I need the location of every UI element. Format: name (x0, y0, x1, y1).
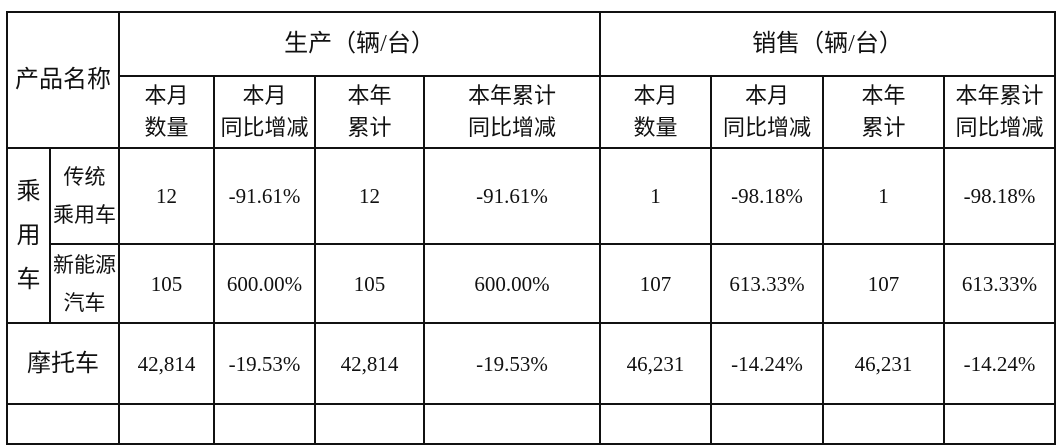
cell: 42,814 (314, 322, 425, 405)
cell (423, 403, 601, 445)
cell: -91.61% (213, 147, 316, 245)
prod-month-yoy-header: 本月 同比增减 (213, 75, 316, 149)
group-char: 用 (16, 222, 41, 249)
table-row-traditional: 乘用车 传统 乘用车 12 -91.61% 12 -91.61% 1 -98.18… (6, 147, 1056, 324)
cell: -19.53% (213, 322, 316, 405)
cell: 105 (118, 243, 215, 324)
cell: -98.18% (943, 147, 1056, 245)
cell: -19.53% (423, 322, 601, 405)
prod-year-yoy-header: 本年累计 同比增减 (423, 75, 601, 149)
header-line: 累计 (347, 115, 392, 140)
table-row-motorcycle: 摩托车 42,814 -19.53% 42,814 -19.53% 46,231… (6, 322, 1056, 405)
cell: -14.24% (710, 322, 824, 405)
sales-month-yoy-header: 本月 同比增减 (710, 75, 824, 149)
cell: 107 (599, 243, 712, 324)
table-row-cut-off (6, 403, 1056, 445)
production-sales-table: 产品名称 生产（辆/台） 销售（辆/台） 本月 数量 本月 同比增减 本年 累计 本年… (6, 11, 1056, 445)
cell: -14.24% (943, 322, 1056, 405)
header-line: 本月 (633, 83, 678, 108)
header-line: 本年 (347, 83, 392, 108)
header-line: 本年累计 (955, 83, 1044, 108)
label-line: 乘用车 (53, 203, 116, 227)
cell: 105 (314, 243, 425, 324)
cell (599, 403, 712, 445)
header-line: 本月 (242, 83, 287, 108)
table-row-nev: 新能源汽车 105 600.00% 105 600.00% 107 613.33… (7, 243, 1056, 324)
header-row-1: 产品名称 生产（辆/台） 销售（辆/台） (6, 11, 1056, 149)
prod-year-total-header: 本年 累计 (314, 75, 425, 149)
row-label-nev: 新能源 汽车 (49, 243, 120, 324)
sales-month-qty-header: 本月 数量 (599, 75, 712, 149)
cell: 46,231 (599, 322, 712, 405)
header-line: 同比增减 (955, 115, 1044, 140)
header-line: 本月 (744, 83, 789, 108)
header-row-2: 本月 数量 本月 同比增减 本年 累计 本年累计 同比增减 本月 数量 本月 同比增减 本年… (7, 75, 1056, 149)
product-name-header: 产品名称 (6, 11, 120, 149)
group-char: 车 (16, 266, 41, 293)
cell (710, 403, 824, 445)
prod-month-qty-header: 本月 数量 (118, 75, 215, 149)
sales-year-total-header: 本年 累计 (822, 75, 945, 149)
header-line: 数量 (144, 115, 189, 140)
header-line: 本年 (861, 83, 906, 108)
header-line: 数量 (633, 115, 678, 140)
header-line: 累计 (861, 115, 906, 140)
cell: 1 (599, 147, 712, 245)
cell: -91.61% (423, 147, 601, 245)
cell: 42,814 (118, 322, 215, 405)
header-line: 同比增减 (220, 115, 309, 140)
production-header: 生产（辆/台） (118, 11, 601, 77)
label-line: 新能源 (53, 252, 116, 277)
header-line: 本月 (144, 83, 189, 108)
cell: 46,231 (822, 322, 945, 405)
cell: 12 (118, 147, 215, 245)
cell: 613.33% (943, 243, 1056, 324)
cell (314, 403, 425, 445)
cell (213, 403, 316, 445)
cell: 107 (822, 243, 945, 324)
passenger-car-group-label: 乘用车 (6, 147, 51, 324)
row-label-motorcycle: 摩托车 (6, 322, 120, 405)
sales-header: 销售（辆/台） (599, 11, 1056, 77)
cell: 613.33% (710, 243, 824, 324)
cell: -98.18% (710, 147, 824, 245)
row-label-traditional: 传统 乘用车 (49, 147, 120, 245)
group-char: 乘 (16, 178, 41, 205)
cell: 600.00% (423, 243, 601, 324)
cell (943, 403, 1056, 445)
header-line: 本年累计 (467, 83, 556, 108)
cell: 12 (314, 147, 425, 245)
cell (118, 403, 215, 445)
sales-year-yoy-header: 本年累计 同比增减 (943, 75, 1056, 149)
label-line: 汽车 (63, 290, 106, 315)
cell: 600.00% (213, 243, 316, 324)
header-line: 同比增减 (467, 115, 556, 140)
cell (822, 403, 945, 445)
label-line: 传统 (63, 165, 106, 189)
cell: 1 (822, 147, 945, 245)
cell (6, 403, 120, 445)
header-line: 同比增减 (722, 115, 811, 140)
